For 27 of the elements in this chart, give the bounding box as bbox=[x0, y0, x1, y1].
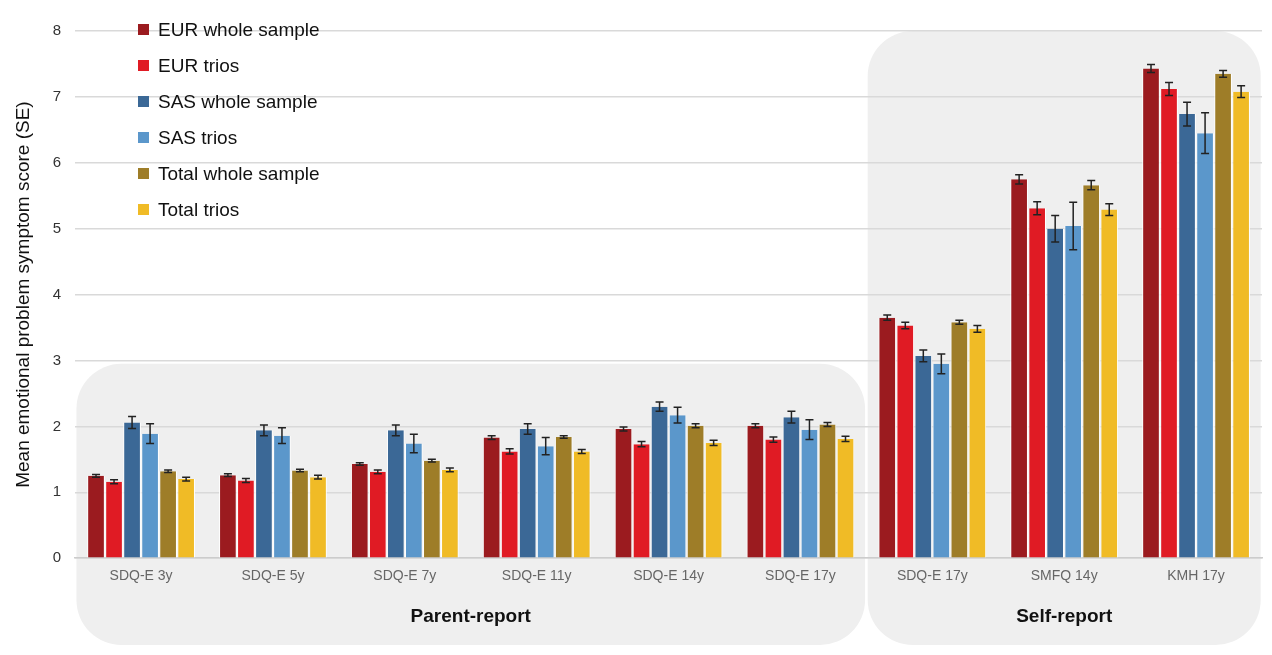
y-tick-label: 3 bbox=[52, 350, 62, 368]
x-tick-label: SDQ-E 17y bbox=[765, 567, 836, 584]
y-tick-label: 1 bbox=[52, 482, 62, 500]
x-tick-label: SDQ-E 14y bbox=[633, 567, 704, 584]
y-tick-label: 4 bbox=[52, 284, 62, 302]
band-label: Self-report bbox=[1016, 605, 1113, 627]
y-tick-label: 7 bbox=[52, 87, 62, 105]
y-tick-label: 8 bbox=[52, 21, 62, 39]
x-tick-label: SMFQ 14y bbox=[1030, 567, 1098, 584]
y-tick-label: 2 bbox=[52, 416, 62, 434]
x-tick-label: SDQ-E 7y bbox=[373, 567, 437, 584]
legend-label: Total whole sample bbox=[158, 162, 320, 186]
legend-label: Total trios bbox=[158, 198, 240, 222]
band-label: Parent-report bbox=[410, 605, 532, 627]
y-tick-label: 6 bbox=[52, 152, 62, 170]
x-tick-label: SDQ-E 5y bbox=[241, 567, 305, 584]
x-tick-label: KMH 17y bbox=[1167, 567, 1225, 584]
legend-label: EUR whole sample bbox=[158, 18, 320, 42]
x-tick-label: SDQ-E 17y bbox=[896, 567, 968, 584]
x-tick-label: SDQ-E 3y bbox=[109, 567, 173, 584]
legend-label: SAS trios bbox=[158, 126, 238, 150]
y-tick-label: 5 bbox=[52, 218, 62, 236]
legend-label: SAS whole sample bbox=[158, 90, 318, 114]
y-tick-label: 0 bbox=[52, 548, 62, 566]
legend-label: EUR trios bbox=[158, 54, 240, 78]
y-axis-title: Mean emotional problem symptom score (SE) bbox=[11, 101, 33, 488]
x-tick-label: SDQ-E 11y bbox=[501, 567, 572, 584]
